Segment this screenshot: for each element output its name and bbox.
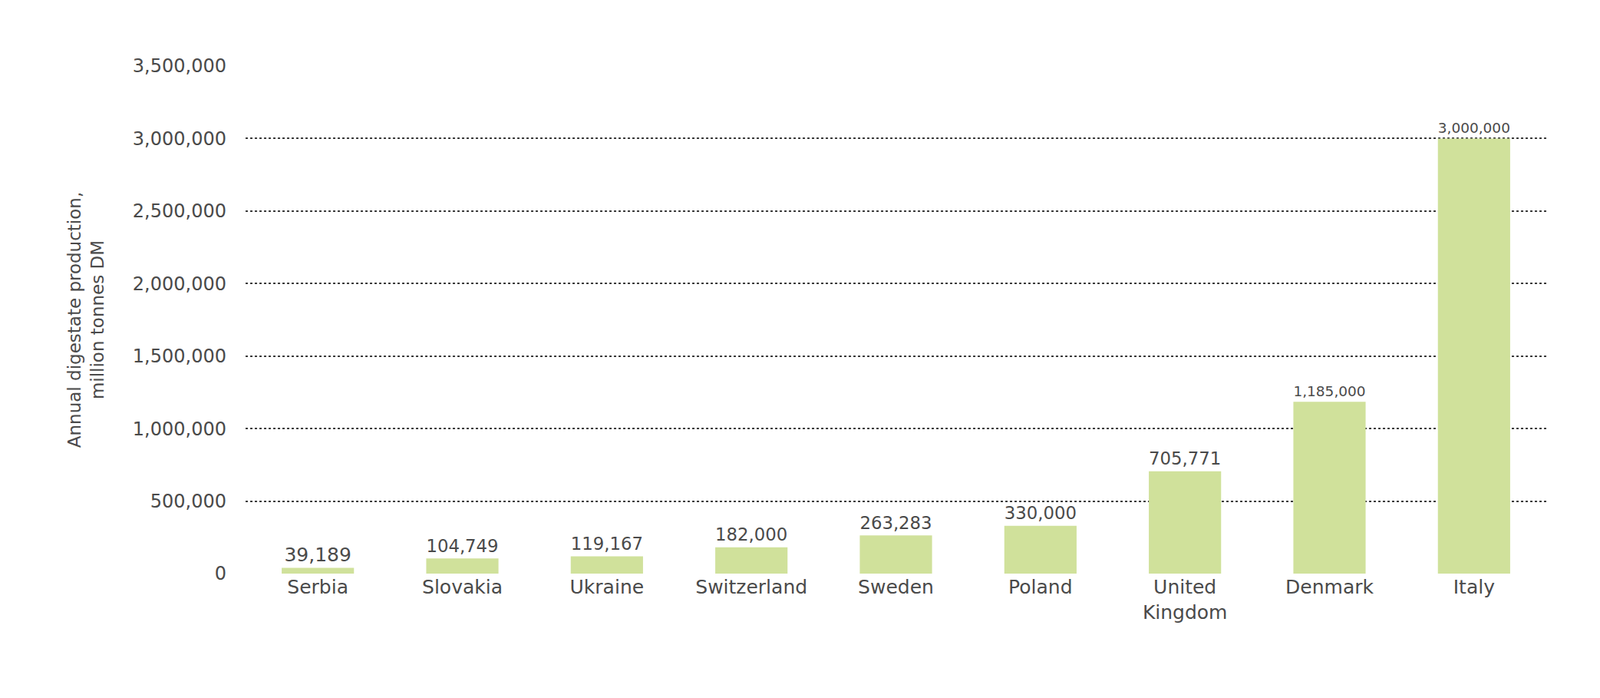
- svg-text:1,500,000: 1,500,000: [132, 345, 227, 367]
- svg-text:705,771: 705,771: [1148, 448, 1221, 469]
- svg-text:500,000: 500,000: [150, 490, 227, 512]
- svg-text:Switzerland: Switzerland: [695, 575, 808, 598]
- svg-text:Serbia: Serbia: [287, 575, 349, 598]
- svg-text:1,000,000: 1,000,000: [132, 418, 227, 440]
- svg-text:Poland: Poland: [1008, 575, 1073, 598]
- svg-text:263,283: 263,283: [859, 512, 932, 533]
- svg-text:Annual digestate production,mi: Annual digestate production,million tonn…: [64, 191, 108, 448]
- svg-text:Slovakia: Slovakia: [422, 575, 503, 598]
- svg-text:1,185,000: 1,185,000: [1293, 382, 1366, 400]
- svg-text:330,000: 330,000: [1004, 502, 1077, 523]
- svg-text:Italy: Italy: [1453, 575, 1495, 598]
- svg-text:3,000,000: 3,000,000: [132, 128, 227, 150]
- svg-text:182,000: 182,000: [715, 524, 788, 545]
- svg-text:Ukraine: Ukraine: [570, 575, 645, 598]
- svg-text:3,000,000: 3,000,000: [1438, 119, 1511, 136]
- svg-text:119,167: 119,167: [570, 533, 644, 554]
- svg-text:Denmark: Denmark: [1285, 575, 1374, 598]
- svg-text:Sweden: Sweden: [857, 575, 934, 598]
- svg-text:UnitedKingdom: UnitedKingdom: [1142, 575, 1228, 624]
- svg-text:39,189: 39,189: [283, 543, 351, 566]
- svg-text:3,500,000: 3,500,000: [132, 55, 227, 77]
- svg-text:104,749: 104,749: [425, 535, 499, 556]
- svg-text:0: 0: [214, 562, 227, 584]
- svg-text:2,500,000: 2,500,000: [132, 200, 227, 222]
- svg-text:2,000,000: 2,000,000: [132, 273, 227, 295]
